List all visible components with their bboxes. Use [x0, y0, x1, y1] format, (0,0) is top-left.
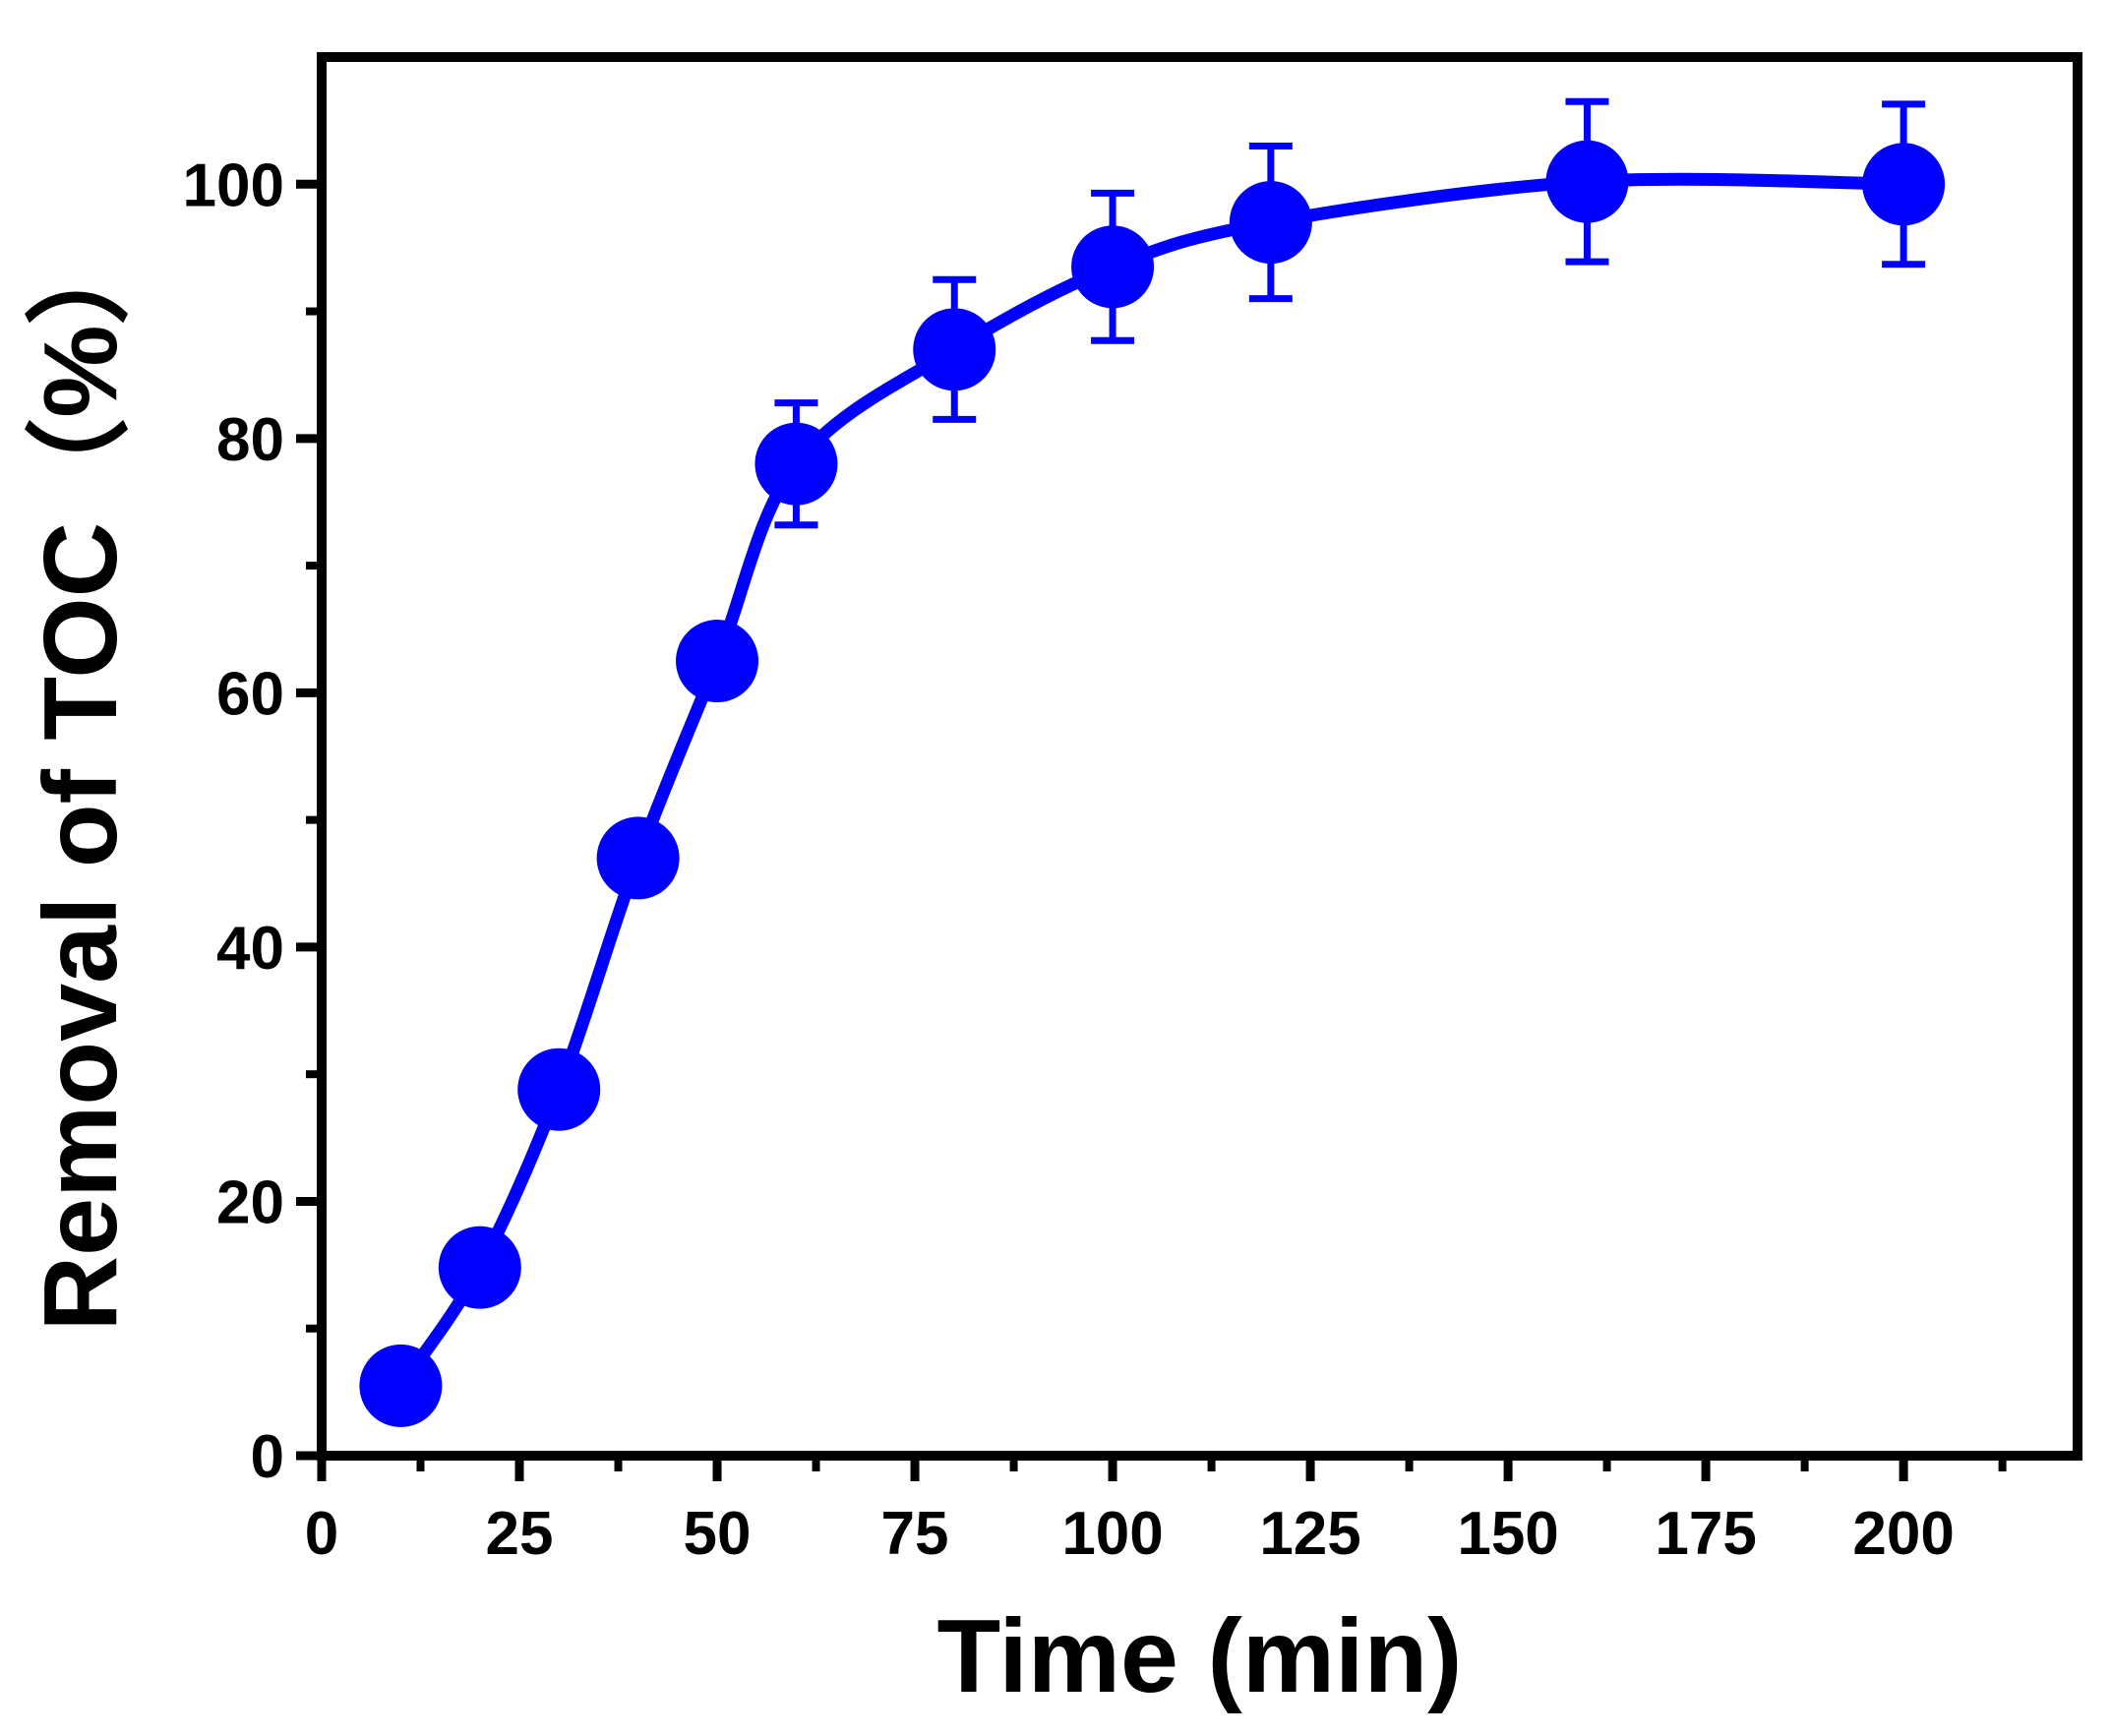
data-point — [1071, 225, 1155, 309]
tick-labels-layer: 0 25 50 75 100 125 150 175 200 0 20 40 60 80 100 — [183, 151, 1955, 1568]
plot-frame — [317, 52, 2082, 1461]
x-tick-label: 125 — [1259, 1500, 1360, 1568]
y-tick-label: 20 — [216, 1168, 284, 1236]
data-point — [359, 1344, 443, 1427]
x-tick-label: 100 — [1061, 1500, 1163, 1568]
x-axis-title: Time (min) — [937, 1598, 1463, 1714]
plot-frame-layer — [317, 52, 2082, 1461]
x-tick-label: 175 — [1655, 1500, 1756, 1568]
x-tick-label: 75 — [881, 1500, 949, 1568]
y-axis-title: Removal of TOC（%） — [23, 221, 139, 1332]
data-point — [913, 308, 996, 391]
ticks-layer — [296, 179, 2007, 1481]
y-tick-label: 0 — [251, 1423, 284, 1491]
x-tick-label: 200 — [1852, 1500, 1954, 1568]
series-layer — [359, 97, 1946, 1427]
data-point — [596, 816, 680, 900]
data-point — [1862, 143, 1946, 226]
data-point — [517, 1048, 601, 1131]
x-tick-label: 150 — [1457, 1500, 1558, 1568]
data-point — [1229, 181, 1312, 265]
y-tick-label: 60 — [216, 660, 284, 728]
data-point — [438, 1226, 521, 1309]
series-line — [395, 172, 1904, 1390]
data-point — [676, 620, 759, 703]
x-tick-label: 0 — [305, 1500, 338, 1568]
data-point — [754, 422, 838, 506]
y-tick-label: 80 — [216, 406, 284, 474]
y-tick-label: 100 — [183, 151, 284, 219]
data-point — [1545, 140, 1629, 223]
x-tick-label: 50 — [684, 1500, 752, 1568]
y-tick-label: 40 — [216, 915, 284, 983]
x-tick-label: 25 — [486, 1500, 554, 1568]
